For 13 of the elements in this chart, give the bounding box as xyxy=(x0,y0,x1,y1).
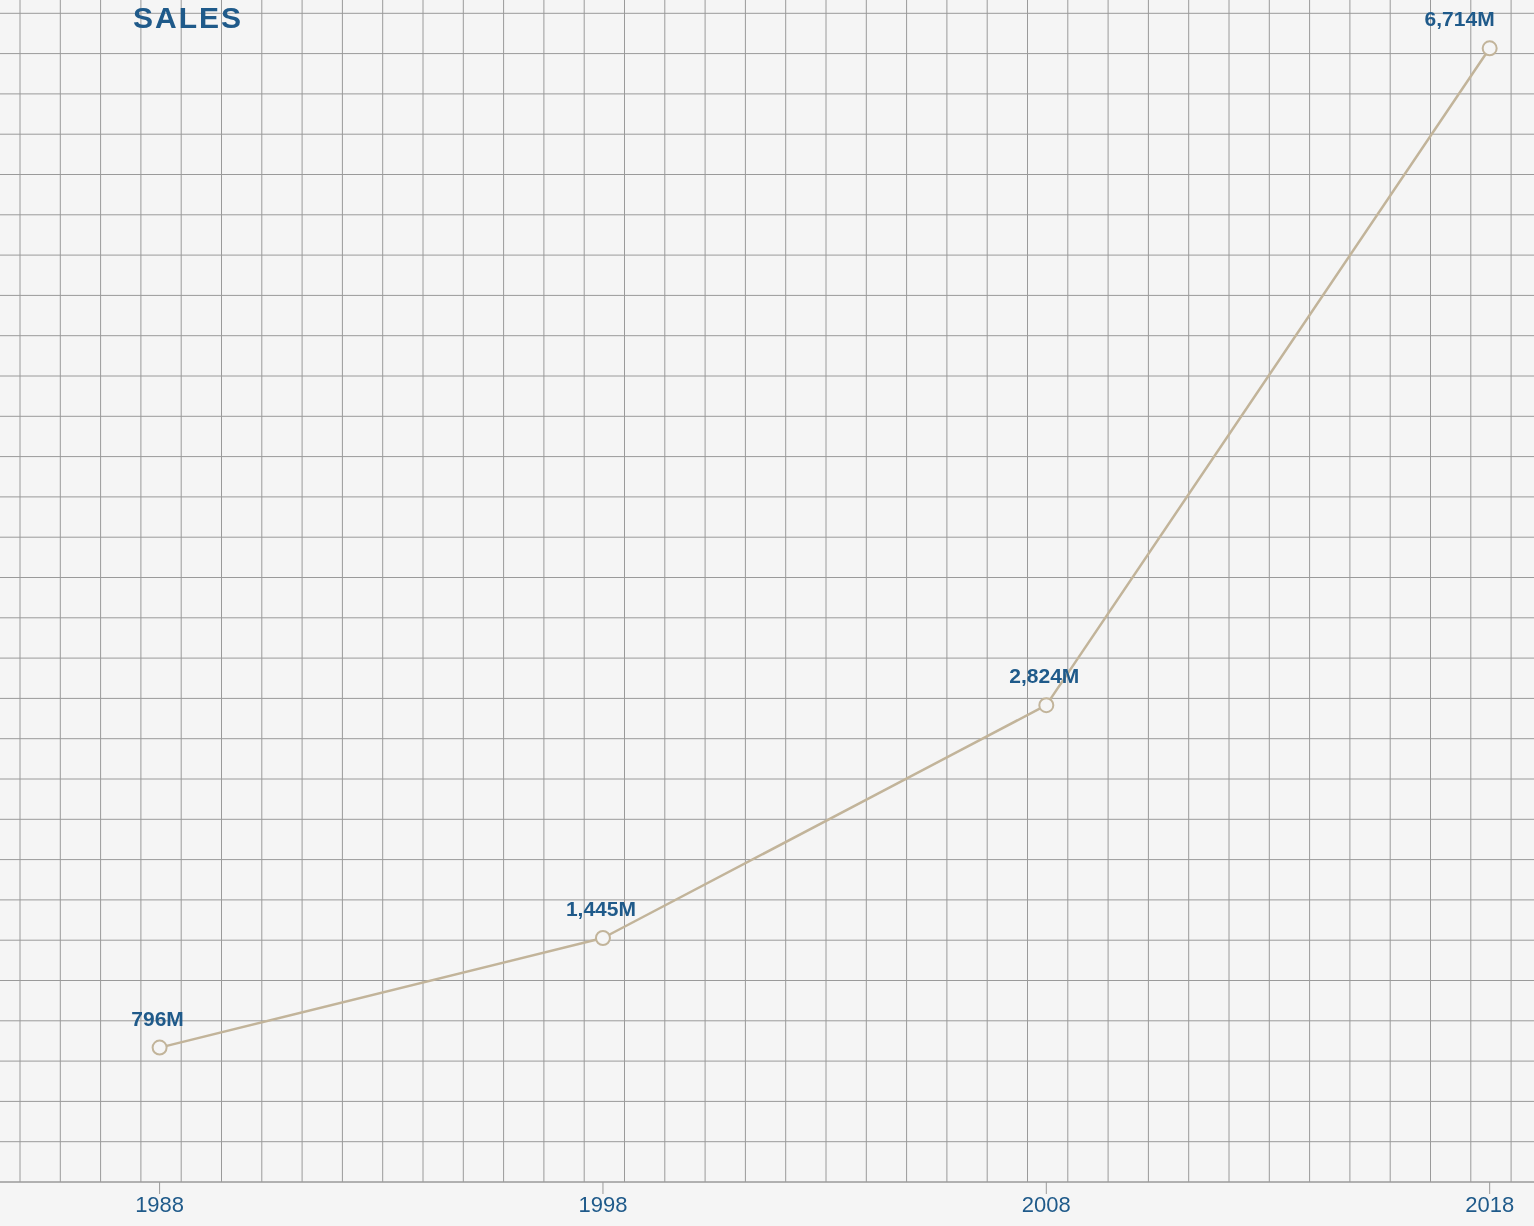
x-tick-label: 2008 xyxy=(1021,1191,1071,1217)
point xyxy=(1038,697,1055,714)
x-tick-label: 1988 xyxy=(135,1191,185,1217)
data-label: 6,714M xyxy=(1424,7,1495,31)
x-tick-label: 2018 xyxy=(1465,1191,1515,1217)
point xyxy=(594,930,611,946)
data-label: 1,445M xyxy=(565,897,636,920)
data-label: 796M xyxy=(131,1006,184,1030)
chart-title: SALES xyxy=(133,1,244,34)
x-tick-label: 1998 xyxy=(578,1191,628,1217)
point xyxy=(1481,40,1498,57)
data-label: 2,824M xyxy=(1009,664,1080,688)
point xyxy=(151,1039,168,1056)
